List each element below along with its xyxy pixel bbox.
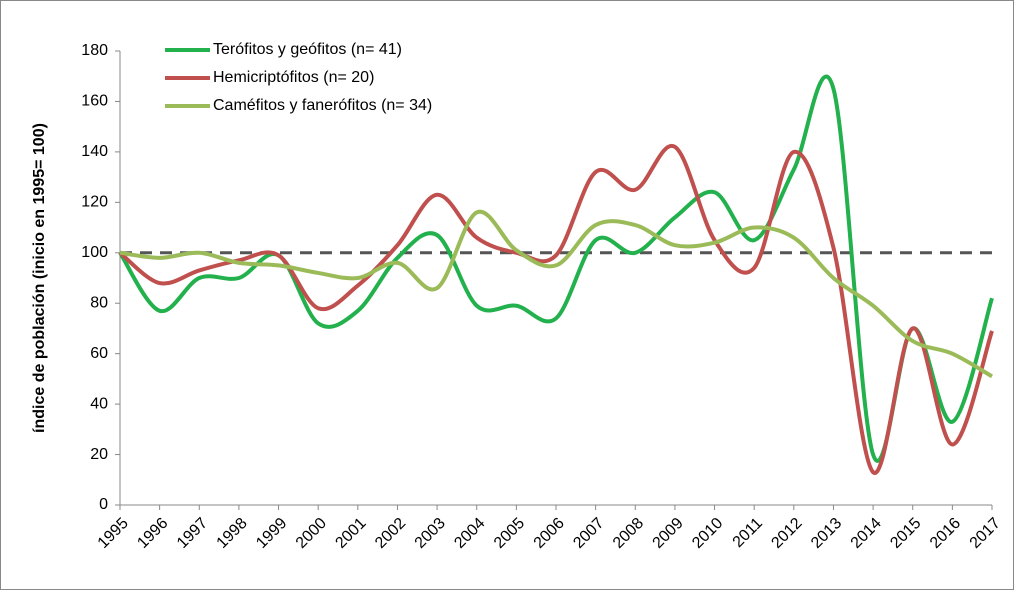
- y-tick-label: 140: [81, 143, 108, 160]
- y-tick-label: 0: [99, 496, 108, 513]
- legend-label: Hemicriptófitos (n= 20): [213, 69, 374, 86]
- y-tick-label: 40: [90, 395, 108, 412]
- y-tick-label: 160: [81, 93, 108, 110]
- y-tick-label: 80: [90, 294, 108, 311]
- y-tick-label: 180: [81, 42, 108, 59]
- y-axis-label: índice de población (inicio en 1995= 100…: [31, 123, 48, 433]
- y-tick-label: 120: [81, 194, 108, 211]
- y-tick-label: 60: [90, 345, 108, 362]
- legend-label: Caméfitos y fanerófitos (n= 34): [213, 97, 432, 114]
- y-tick-label: 20: [90, 446, 108, 463]
- y-tick-label: 100: [81, 244, 108, 261]
- series-line: [119, 209, 994, 379]
- legend-label: Terófitos y geófitos (n= 41): [213, 41, 402, 58]
